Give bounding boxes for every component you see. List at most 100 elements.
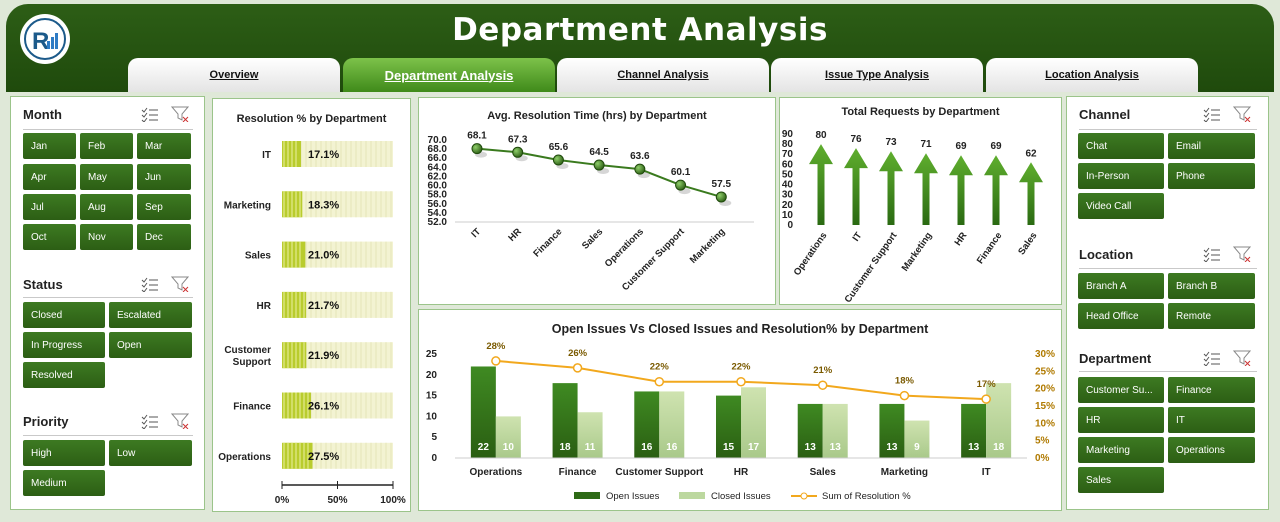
location-branch-a-button[interactable]: Branch A bbox=[1078, 273, 1164, 299]
channel-chat-button[interactable]: Chat bbox=[1078, 133, 1164, 159]
multi-select-icon[interactable] bbox=[1203, 246, 1221, 262]
multi-select-icon[interactable] bbox=[1203, 106, 1221, 122]
clear-filter-icon[interactable] bbox=[1233, 350, 1251, 366]
x-tick-label: Customer Support bbox=[615, 467, 703, 478]
priority-high-button[interactable]: High bbox=[23, 440, 105, 466]
x-tick-label: Finance bbox=[559, 467, 597, 478]
tab-issue-type-analysis[interactable]: Issue Type Analysis bbox=[771, 58, 983, 92]
open-closed-chart-panel: Open Issues Vs Closed Issues and Resolut… bbox=[418, 309, 1062, 511]
category-label: Finance bbox=[233, 402, 271, 413]
chart-title: Resolution % by Department bbox=[236, 113, 387, 125]
status-open-button[interactable]: Open bbox=[109, 332, 192, 358]
month-mar-button[interactable]: Mar bbox=[137, 133, 191, 159]
multi-select-icon[interactable] bbox=[141, 413, 159, 429]
legend-marker-resolution bbox=[800, 492, 808, 500]
open-issues-bar bbox=[634, 391, 660, 458]
arrow-bar bbox=[809, 144, 833, 225]
priority-medium-button[interactable]: Medium bbox=[23, 470, 105, 496]
department-sales-button[interactable]: Sales bbox=[1078, 467, 1164, 493]
month-jun-button[interactable]: Jun bbox=[137, 164, 191, 190]
month-nov-button[interactable]: Nov bbox=[80, 224, 133, 250]
x-tick-label: IT bbox=[469, 226, 483, 240]
open-issues-label: 22 bbox=[478, 442, 490, 453]
month-oct-button[interactable]: Oct bbox=[23, 224, 76, 250]
y-tick-label: 68.0 bbox=[428, 144, 448, 155]
channel-email-button[interactable]: Email bbox=[1168, 133, 1255, 159]
open-issues-bar bbox=[797, 403, 823, 458]
data-label: 18.3% bbox=[308, 199, 339, 211]
clear-filter-icon[interactable] bbox=[171, 276, 189, 292]
resolution-label: 26% bbox=[568, 348, 588, 359]
location-head-office-button[interactable]: Head Office bbox=[1078, 303, 1164, 329]
multi-select-icon[interactable] bbox=[141, 106, 159, 122]
month-may-button[interactable]: May bbox=[80, 164, 133, 190]
data-label: 63.6 bbox=[630, 151, 650, 162]
location-branch-b-button[interactable]: Branch B bbox=[1168, 273, 1255, 299]
tab-channel-analysis[interactable]: Channel Analysis bbox=[557, 58, 769, 92]
category-label: Operations bbox=[218, 452, 271, 463]
tab-overview[interactable]: Overview bbox=[128, 58, 340, 92]
left-slicer-panel: Month Jan Feb Mar Apr May Jun Jul Aug Se… bbox=[10, 96, 205, 510]
status-resolved-button[interactable]: Resolved bbox=[23, 362, 105, 388]
multi-select-icon[interactable] bbox=[141, 276, 159, 292]
month-jul-button[interactable]: Jul bbox=[23, 194, 76, 220]
x-tick-label: IT bbox=[851, 230, 865, 243]
resolution-pct-chart: IT 17.1% Marketing 18.3% Sales 21.0% HR 21.7% Cu… bbox=[218, 141, 406, 506]
open-issues-label: 18 bbox=[560, 442, 572, 453]
status-closed-button[interactable]: Closed bbox=[23, 302, 105, 328]
tab-location-analysis[interactable]: Location Analysis bbox=[986, 58, 1198, 92]
status-in-progress-button[interactable]: In Progress bbox=[23, 332, 105, 358]
priority-slicer-title: Priority bbox=[23, 414, 69, 429]
svg-text:R: R bbox=[32, 28, 49, 55]
arrow-bar bbox=[949, 155, 973, 225]
category-label: Customer Support bbox=[224, 345, 271, 368]
month-dec-button[interactable]: Dec bbox=[137, 224, 191, 250]
month-sep-button[interactable]: Sep bbox=[137, 194, 191, 220]
month-slicer-tools bbox=[141, 106, 189, 122]
channel-phone-button[interactable]: Phone bbox=[1168, 163, 1255, 189]
y2-tick-label: 20% bbox=[1035, 384, 1055, 395]
resolution-point bbox=[654, 376, 665, 387]
tab-department-analysis[interactable]: Department Analysis bbox=[343, 58, 555, 92]
location-slicer-title: Location bbox=[1079, 247, 1134, 262]
x-tick-label: 100% bbox=[380, 495, 406, 506]
month-aug-button[interactable]: Aug bbox=[80, 194, 133, 220]
department-customer-support-button[interactable]: Customer Su... bbox=[1078, 377, 1164, 403]
multi-select-icon[interactable] bbox=[1203, 350, 1221, 366]
y2-tick-label: 15% bbox=[1035, 401, 1055, 412]
channel-in-person-button[interactable]: In-Person bbox=[1078, 163, 1164, 189]
priority-low-button[interactable]: Low bbox=[109, 440, 192, 466]
x-tick-label: Finance bbox=[975, 230, 1005, 266]
month-jan-button[interactable]: Jan bbox=[23, 133, 76, 159]
status-escalated-button[interactable]: Escalated bbox=[109, 302, 192, 328]
closed-issues-label: 11 bbox=[585, 442, 596, 453]
open-issues-label: 13 bbox=[968, 442, 980, 453]
department-hr-button[interactable]: HR bbox=[1078, 407, 1164, 433]
clear-filter-icon[interactable] bbox=[171, 413, 189, 429]
y-tick-label: 60 bbox=[782, 159, 794, 170]
closed-issues-label: 10 bbox=[503, 442, 515, 453]
month-apr-button[interactable]: Apr bbox=[23, 164, 76, 190]
y-tick-label: 60.0 bbox=[428, 181, 448, 192]
y-tick-label: 40 bbox=[782, 180, 794, 191]
x-tick-label: IT bbox=[982, 467, 991, 478]
clear-filter-icon[interactable] bbox=[171, 106, 189, 122]
location-remote-button[interactable]: Remote bbox=[1168, 303, 1255, 329]
resolution-point bbox=[736, 376, 746, 387]
clear-filter-icon[interactable] bbox=[1233, 246, 1251, 262]
closed-issues-bar bbox=[659, 391, 685, 458]
channel-video-call-button[interactable]: Video Call bbox=[1078, 193, 1164, 219]
department-slicer-title: Department bbox=[1079, 351, 1152, 366]
y-tick-label: 0 bbox=[787, 220, 793, 231]
closed-issues-label: 17 bbox=[748, 442, 760, 453]
clear-filter-icon[interactable] bbox=[1233, 106, 1251, 122]
department-marketing-button[interactable]: Marketing bbox=[1078, 437, 1164, 463]
closed-issues-bar bbox=[741, 387, 766, 458]
month-feb-button[interactable]: Feb bbox=[80, 133, 133, 159]
department-finance-button[interactable]: Finance bbox=[1168, 377, 1255, 403]
department-operations-button[interactable]: Operations bbox=[1168, 437, 1255, 463]
x-tick-label: HR bbox=[953, 230, 970, 248]
resolution-point bbox=[899, 390, 910, 401]
resolution-label: 17% bbox=[977, 379, 997, 390]
department-it-button[interactable]: IT bbox=[1168, 407, 1255, 433]
